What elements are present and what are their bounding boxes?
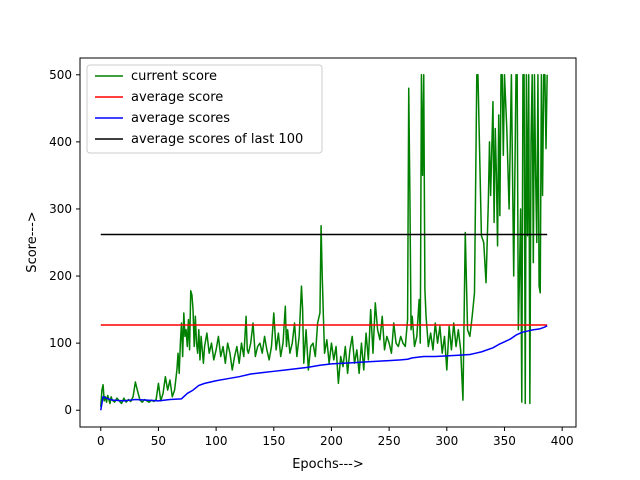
series-line-2 xyxy=(100,325,548,411)
x-tick-label: 300 xyxy=(435,434,458,448)
legend-entry-label: current score xyxy=(131,69,217,84)
x-tick-label: 0 xyxy=(97,434,105,448)
x-tick-label: 350 xyxy=(493,434,516,448)
x-axis-label: Epochs---> xyxy=(292,457,364,472)
x-tick-label: 250 xyxy=(378,434,401,448)
x-tick-label: 150 xyxy=(262,434,285,448)
series-line-0 xyxy=(100,74,548,407)
axes-frame xyxy=(79,57,577,428)
y-tick-label: 500 xyxy=(49,68,72,82)
y-tick-label: 200 xyxy=(49,269,72,283)
legend-entry-label: average scores xyxy=(131,111,230,126)
x-tick-label: 400 xyxy=(551,434,574,448)
x-tick-label: 200 xyxy=(320,434,343,448)
legend-entry-label: average scores of last 100 xyxy=(131,132,303,147)
y-axis-label: Score---> xyxy=(25,211,40,272)
x-tick-label: 50 xyxy=(151,434,166,448)
legend: current score average score average scores… xyxy=(86,64,323,154)
x-tick-label: 100 xyxy=(205,434,228,448)
y-tick-label: 0 xyxy=(64,403,72,417)
y-tick-label: 300 xyxy=(49,202,72,216)
series-layer xyxy=(100,74,548,411)
y-tick-label: 400 xyxy=(49,135,72,149)
y-tick-label: 100 xyxy=(49,336,72,350)
legend-box xyxy=(86,64,323,154)
y-axis: 0 100 200 300 400 500 xyxy=(49,68,80,417)
x-axis: 0 50 100 150 200 250 300 350 400 xyxy=(97,427,574,448)
legend-entry-label: average score xyxy=(131,90,223,105)
